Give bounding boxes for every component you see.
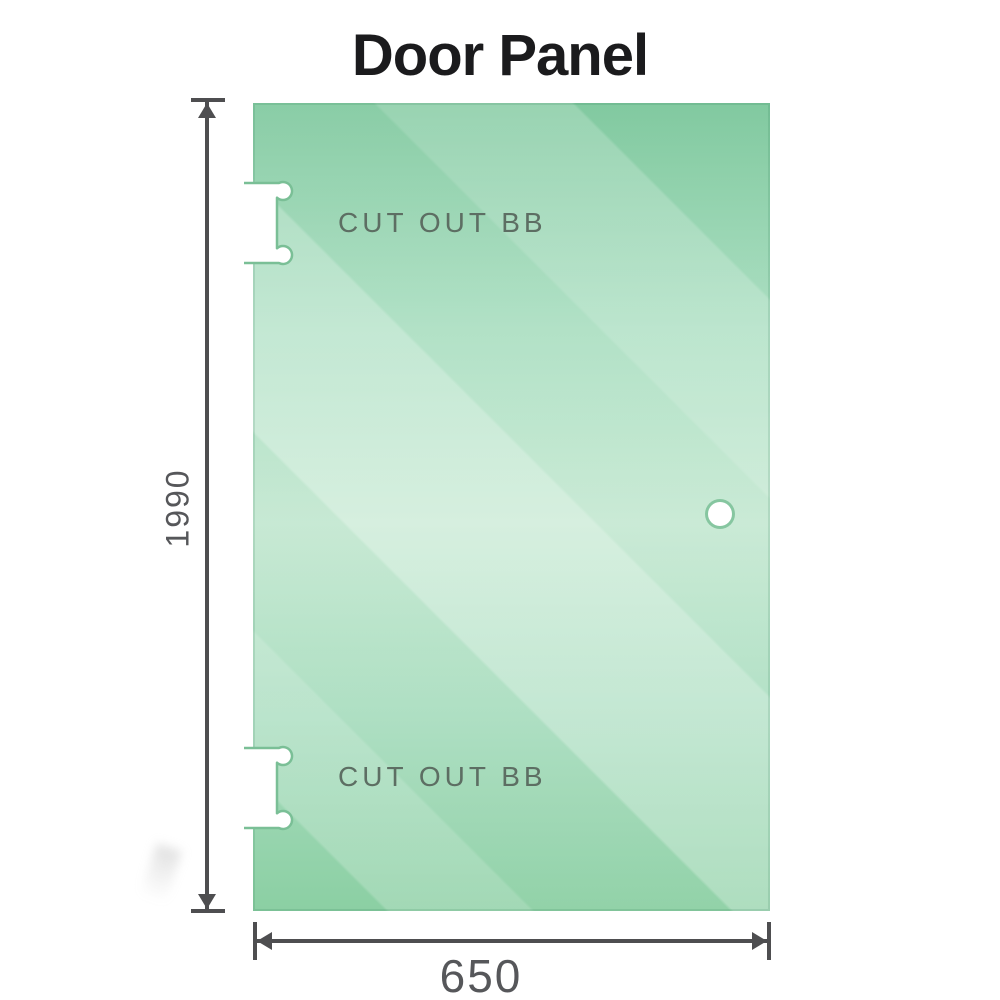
background-smudge <box>140 843 182 903</box>
page-title: Door Panel <box>351 23 649 88</box>
height-value: 1990 <box>159 468 196 548</box>
arrow-right-icon <box>752 932 767 950</box>
cutout-label-bottom: CUT OUT BB <box>338 761 547 792</box>
cutout-label-top: CUT OUT BB <box>338 207 547 238</box>
dimension-tick-right <box>767 922 771 960</box>
arrow-down-icon <box>198 894 216 909</box>
dimension-tick-left <box>253 922 257 960</box>
dimension-line-horizontal <box>256 939 768 943</box>
hinge-cutout-bottom-icon <box>244 745 294 831</box>
dimension-tick-bottom <box>191 909 225 913</box>
dimension-tick-top <box>191 98 225 102</box>
arrow-up-icon <box>198 103 216 118</box>
arrow-left-icon <box>257 932 272 950</box>
handle-hole-icon <box>708 502 732 526</box>
width-value: 650 <box>439 950 523 1000</box>
dimension-line-vertical <box>205 102 209 909</box>
hinge-cutout-top-icon <box>244 180 294 266</box>
glass-panel: CUT OUT BB CUT OUT BB <box>244 103 770 911</box>
